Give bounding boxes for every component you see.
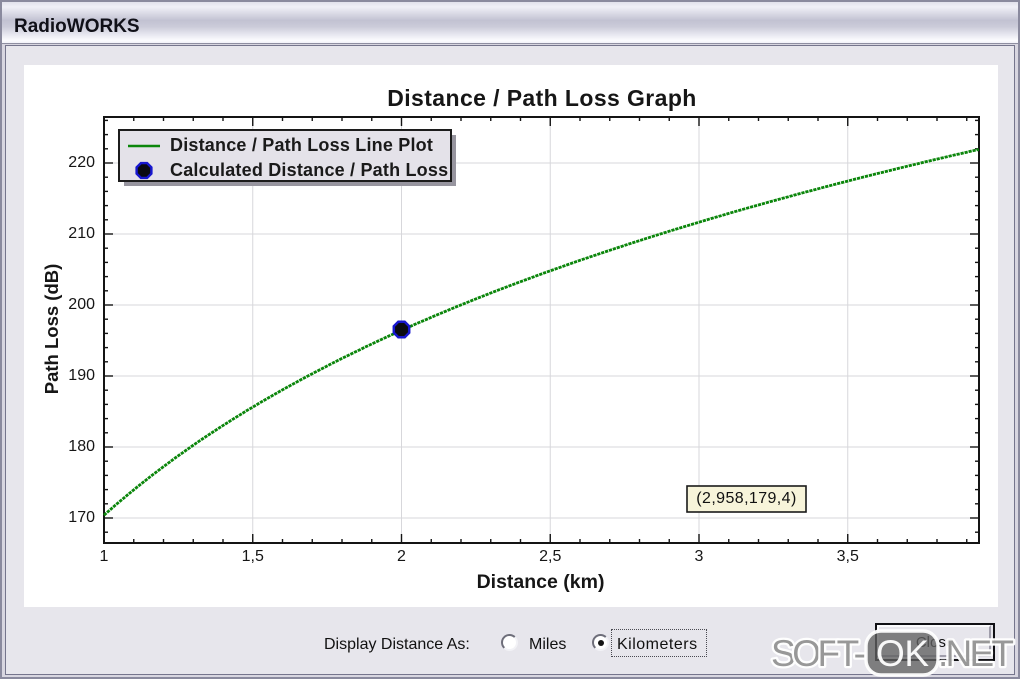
svg-text:OK: OK xyxy=(876,633,929,674)
svg-text:SOFT-: SOFT- xyxy=(771,633,866,674)
svg-text:.NET: .NET xyxy=(938,633,1014,674)
